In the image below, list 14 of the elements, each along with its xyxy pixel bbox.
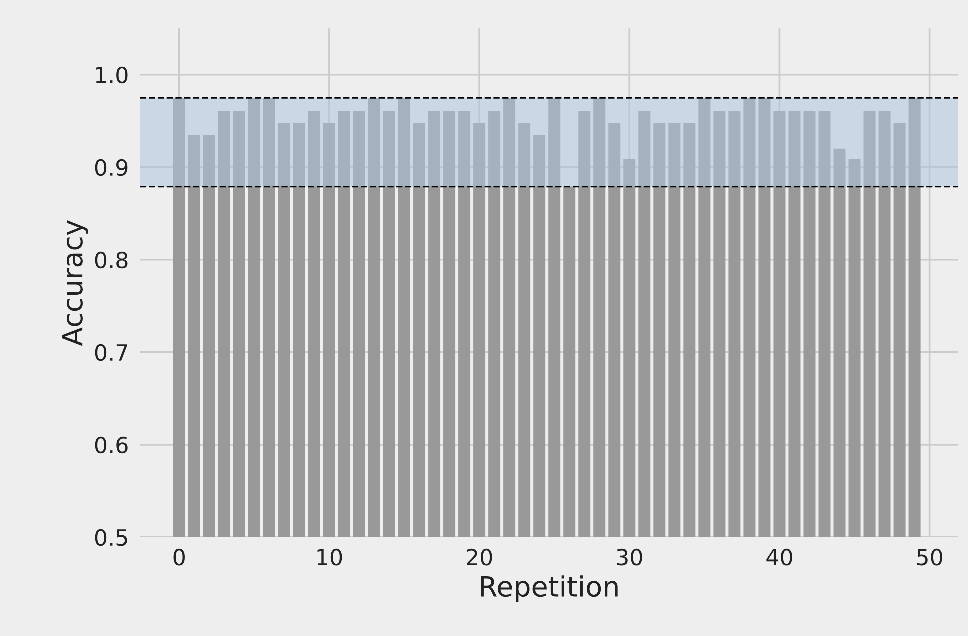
x-tick-label: 40 — [766, 548, 792, 566]
x-axis-title: Repetition — [481, 576, 618, 602]
x-tick-label: 30 — [617, 548, 642, 566]
y-tick-label: 0.5 — [95, 529, 128, 546]
y-tick-label: 0.6 — [95, 436, 128, 454]
y-tick-label: 0.7 — [95, 344, 128, 362]
x-tick-label: 10 — [318, 548, 342, 566]
x-tick-label: 20 — [467, 548, 492, 566]
y-axis-title: Accuracy — [62, 220, 88, 346]
x-tick-label: 0 — [174, 548, 185, 566]
y-tick-label: 0.9 — [95, 159, 128, 176]
x-tick-label: 50 — [917, 548, 942, 566]
y-tick-label: 0.8 — [95, 252, 128, 269]
y-tick-label: 1.0 — [96, 66, 128, 84]
